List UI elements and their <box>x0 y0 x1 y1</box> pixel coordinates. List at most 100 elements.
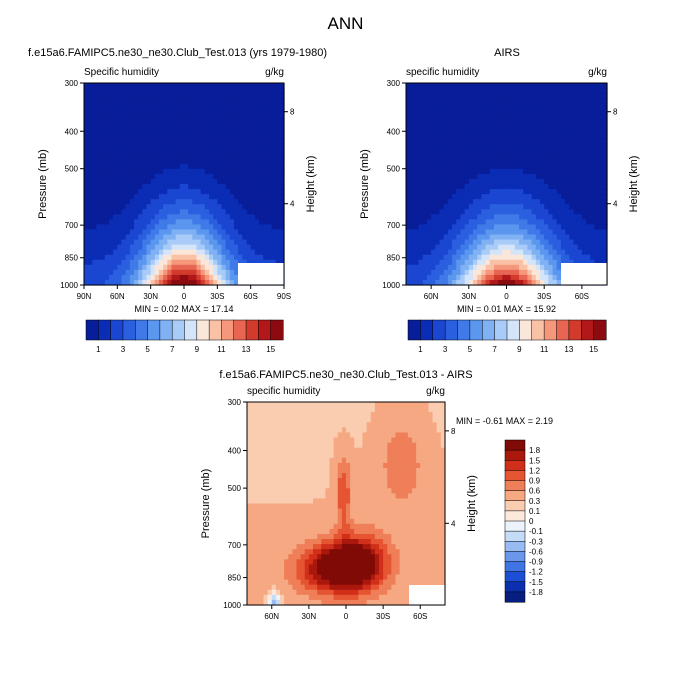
contour-cell <box>447 98 453 104</box>
contour-cell <box>598 118 604 124</box>
contour-cell <box>242 108 248 114</box>
contour-cell <box>225 274 231 281</box>
contour-cell <box>540 143 545 150</box>
contour-cell <box>171 93 177 99</box>
contour-cell <box>431 93 436 99</box>
contour-cell <box>317 508 322 515</box>
contour-cell <box>280 457 285 464</box>
contour-cell <box>159 194 164 200</box>
contour-cell <box>292 407 298 413</box>
contour-cell <box>242 128 248 135</box>
contour-cell <box>456 98 462 104</box>
contour-cell <box>251 427 256 434</box>
contour-cell <box>350 402 355 408</box>
contour-cell <box>242 214 248 220</box>
contour-cell <box>242 113 248 119</box>
contour-cell <box>238 239 243 246</box>
contour-cell <box>88 108 93 114</box>
contour-cell <box>410 88 415 94</box>
contour-cell <box>259 153 264 160</box>
contour-cell <box>435 184 441 190</box>
contour-cell <box>204 148 210 155</box>
contour-cell <box>414 194 420 200</box>
contour-cell <box>586 83 591 89</box>
colorbar-box <box>171 319 186 341</box>
contour-cell <box>125 103 131 109</box>
contour-cell <box>346 579 351 586</box>
contour-cell <box>125 249 131 256</box>
contour-cell <box>267 584 273 591</box>
contour-cell <box>477 123 482 130</box>
contour-cell <box>502 209 508 215</box>
contour-cell <box>460 224 466 231</box>
contour-cell <box>267 589 273 596</box>
contour-cell <box>288 467 293 474</box>
contour-cell <box>163 108 168 114</box>
contour-cell <box>275 569 281 576</box>
contour-cell <box>109 83 114 89</box>
contour-cell <box>443 83 449 89</box>
contour-cell <box>329 488 335 494</box>
colorbar-box <box>593 319 607 341</box>
contour-cell <box>456 254 462 261</box>
contour-cell <box>247 523 252 530</box>
contour-cell <box>350 432 355 439</box>
contour-cell <box>247 422 252 428</box>
contour-cell <box>121 234 127 241</box>
contour-cell <box>552 113 558 119</box>
contour-cell <box>254 219 260 225</box>
contour-cell <box>485 103 491 109</box>
contour-cell <box>213 173 218 180</box>
contour-cell <box>129 88 135 94</box>
contour-cell <box>313 584 318 591</box>
contour-cell <box>406 83 411 89</box>
contour-cell <box>565 259 570 266</box>
contour-cell <box>552 259 558 266</box>
contour-cell <box>179 219 185 225</box>
contour-cell <box>204 204 210 210</box>
contour-cell <box>594 178 600 185</box>
contour-cell <box>247 569 252 576</box>
contour-cell <box>325 432 331 439</box>
contour-cell <box>414 98 420 104</box>
contour-cell <box>560 103 566 109</box>
contour-cell <box>171 163 177 170</box>
contour-cell <box>460 93 466 99</box>
contour-cell <box>519 173 524 180</box>
contour-cell <box>506 98 512 104</box>
contour-cell <box>271 224 277 231</box>
contour-cell <box>267 498 273 505</box>
contour-cell <box>96 113 102 119</box>
contour-cell <box>586 113 591 119</box>
contour-cell <box>477 108 482 114</box>
contour-cell <box>346 402 351 408</box>
contour-cell <box>510 194 516 200</box>
contour-cell <box>188 103 193 109</box>
contour-cell <box>250 123 256 130</box>
contour-cell <box>134 118 139 124</box>
contour-cell <box>196 153 202 160</box>
contour-cell <box>350 417 355 423</box>
contour-cell <box>129 249 135 256</box>
contour-cell <box>464 229 470 236</box>
contour-cell <box>251 432 256 439</box>
contour-cell <box>184 204 189 210</box>
contour-cell <box>502 249 508 256</box>
contour-cell <box>329 589 335 596</box>
contour-cell <box>113 103 118 109</box>
contour-cell <box>552 224 558 231</box>
contour-cell <box>150 204 156 210</box>
contour-cell <box>502 133 508 140</box>
contour-cell <box>333 447 339 454</box>
contour-cell <box>113 148 118 155</box>
contour-cell <box>292 533 298 540</box>
contour-cell <box>527 98 533 104</box>
contour-cell <box>477 224 482 231</box>
contour-cell <box>247 544 252 550</box>
contour-cell <box>117 158 123 165</box>
contour-cell <box>485 168 491 175</box>
contour-cell <box>300 493 306 500</box>
contour-cell <box>300 508 306 515</box>
contour-cell <box>431 249 436 256</box>
contour-cell <box>523 123 529 130</box>
